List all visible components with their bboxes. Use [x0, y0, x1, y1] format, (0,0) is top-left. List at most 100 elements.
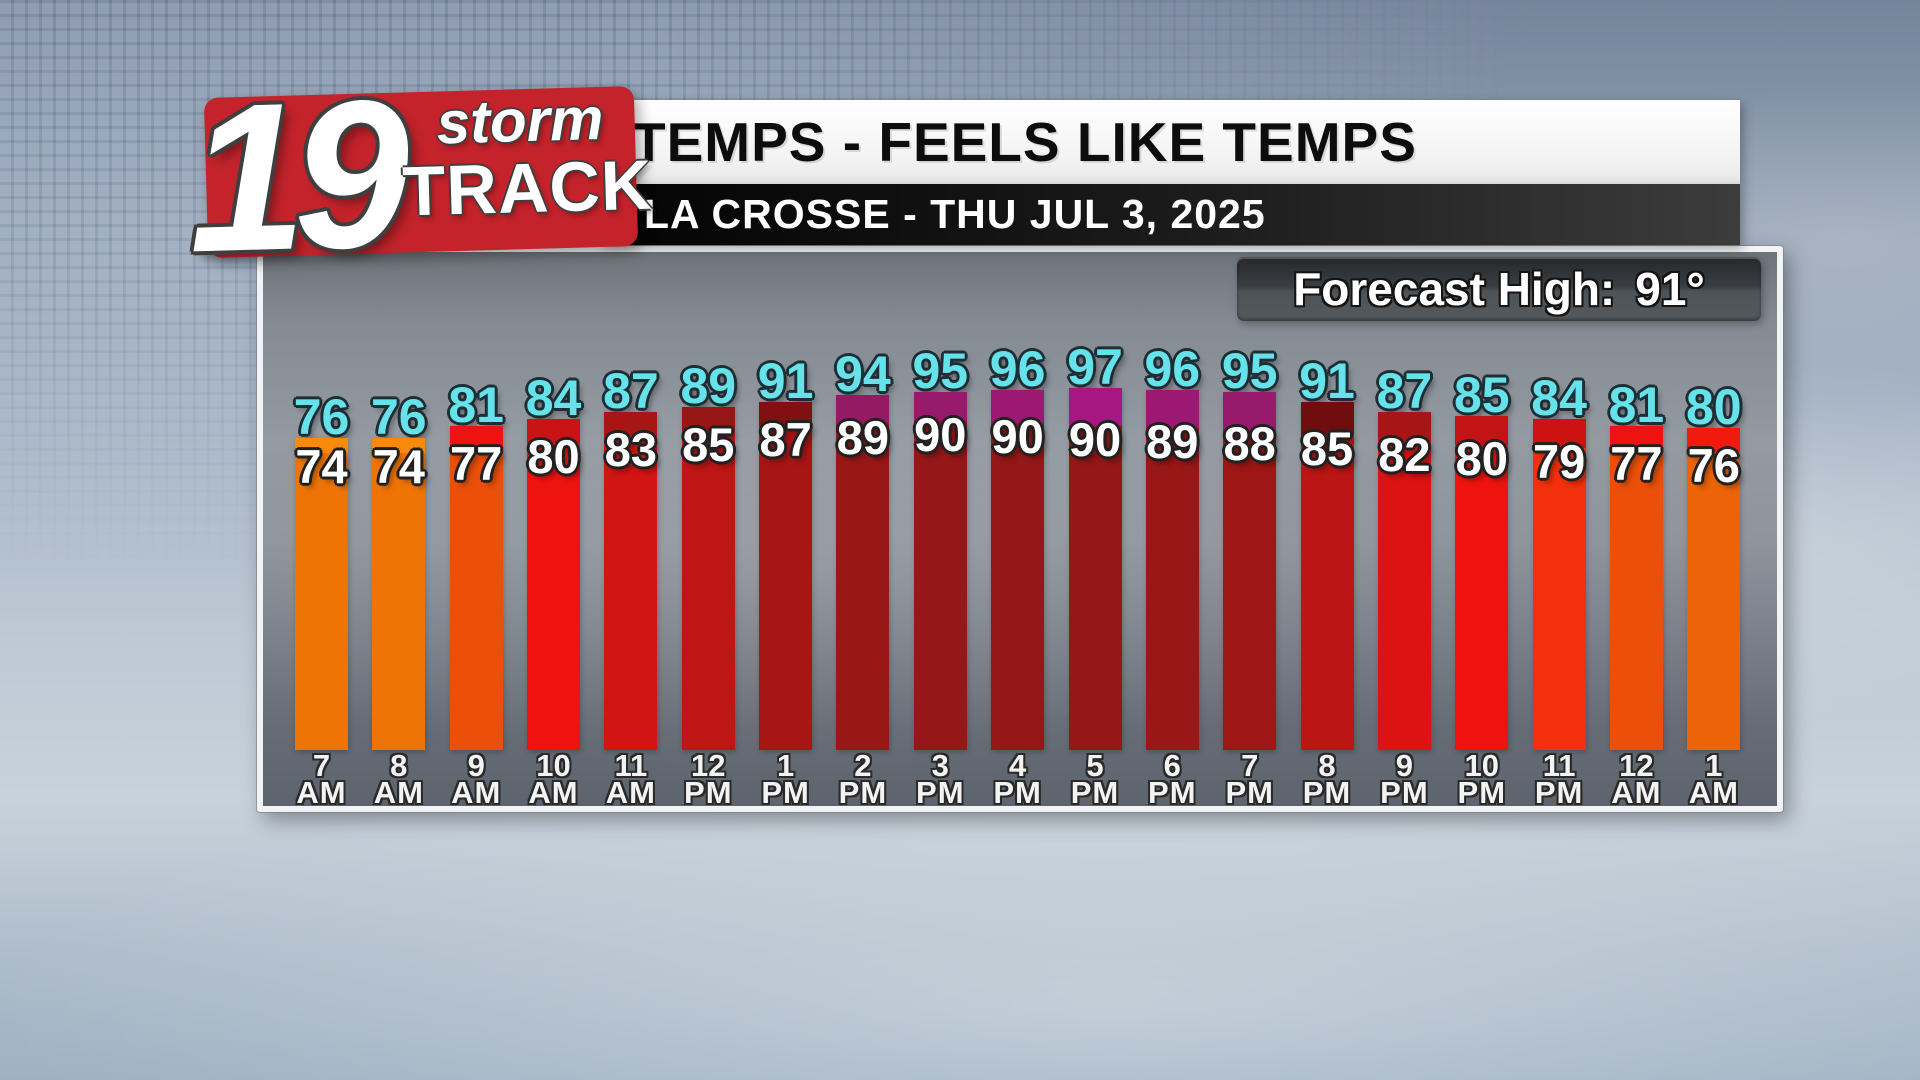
- hour-label: 4 PM: [979, 748, 1056, 808]
- hour-label: 1 PM: [747, 748, 824, 810]
- hour-label: 8 PM: [1289, 748, 1366, 808]
- feels-like-value: 76: [293, 389, 350, 445]
- feels-like-cap: [527, 419, 580, 443]
- feels-like-value: 91: [1299, 353, 1355, 409]
- feels-like-value: 81: [448, 377, 504, 433]
- bar-slot: 84 79: [1521, 252, 1598, 750]
- bar-slot: 87 83: [592, 252, 669, 750]
- feels-like-cap: [1609, 426, 1663, 450]
- bar-slot: 95 88: [1211, 252, 1288, 750]
- feels-like-value: 87: [1376, 363, 1433, 419]
- temp-bar: [1300, 402, 1354, 750]
- hour-meridiem: AM: [528, 775, 579, 810]
- hour-label: 10 AM: [515, 750, 592, 810]
- temp-value: 87: [759, 413, 812, 466]
- bar-slot: 97 90: [1057, 252, 1134, 750]
- title-bar: TEMPS - FEELS LIKE TEMPS: [580, 100, 1740, 184]
- feels-like-value: 89: [680, 358, 737, 414]
- hour-number: 8: [1318, 748, 1336, 783]
- hour-number: 11: [614, 748, 648, 783]
- hour-label: 9 PM: [1366, 748, 1443, 810]
- feels-like-value: 80: [1685, 379, 1742, 435]
- hour-meridiem: PM: [1380, 775, 1429, 810]
- hour-number: 10: [1464, 748, 1500, 783]
- bar-slot: 95 90: [902, 252, 979, 750]
- hour-meridiem: AM: [605, 775, 656, 810]
- hour-meridiem: PM: [1070, 775, 1120, 810]
- feels-like-cap: [372, 438, 426, 453]
- feels-like-value: 97: [1067, 339, 1123, 395]
- feels-like-value: 91: [757, 353, 814, 409]
- hour-number: 4: [1008, 748, 1027, 783]
- hour-meridiem: PM: [838, 775, 888, 810]
- chart-panel: Forecast High: 91° 76 74 76 74 81 77 84 80 87 83 8…: [257, 246, 1783, 812]
- hour-number: 9: [1395, 748, 1414, 783]
- hour-number: 7: [1241, 748, 1259, 783]
- temp-value: 90: [1068, 413, 1122, 466]
- bar-slot: 80 76: [1675, 252, 1752, 750]
- hour-meridiem: PM: [761, 775, 810, 810]
- bar-slot: 84 80: [515, 252, 592, 750]
- bar-slot: 91 85: [1289, 252, 1366, 750]
- chart-area: Forecast High: 91° 76 74 76 74 81 77 84 80 87 83 8…: [263, 252, 1777, 810]
- hour-label: 11 PM: [1521, 750, 1598, 810]
- bar-slot: 76 74: [360, 252, 437, 750]
- temp-bar: [1687, 428, 1741, 750]
- feels-like-value: 96: [1144, 341, 1201, 397]
- bar-slot: 81 77: [438, 252, 515, 750]
- hour-label: 9 AM: [438, 748, 515, 810]
- temp-value: 74: [295, 440, 348, 493]
- temp-bar: [372, 438, 426, 750]
- feels-like-value: 85: [1453, 367, 1510, 423]
- temp-bar: [1377, 412, 1431, 750]
- temp-value: 74: [372, 440, 425, 493]
- hour-number: 7: [312, 748, 331, 783]
- temp-bar: [295, 438, 348, 750]
- hour-meridiem: PM: [1534, 775, 1584, 810]
- hour-number: 8: [390, 748, 408, 783]
- temp-value: 77: [1610, 437, 1663, 490]
- feels-like-cap: [1532, 419, 1586, 448]
- forecast-high-banner: Forecast High: 91°: [1237, 257, 1761, 321]
- temp-value: 80: [527, 430, 580, 483]
- feels-like-cap: [1687, 428, 1741, 452]
- temp-bar: [1223, 392, 1277, 750]
- hour-number: 1: [776, 748, 795, 783]
- hour-meridiem: PM: [1457, 775, 1507, 810]
- forecast-high-value: 91°: [1635, 263, 1705, 315]
- feels-like-cap: [913, 392, 967, 421]
- temp-bar: [836, 395, 890, 750]
- temp-bar: [1609, 426, 1663, 750]
- temp-bar: [991, 390, 1045, 750]
- temp-bar: [759, 402, 813, 750]
- temp-value: 83: [604, 423, 658, 476]
- feels-like-cap: [759, 402, 813, 426]
- hour-meridiem: AM: [451, 775, 502, 810]
- hour-number: 9: [467, 748, 485, 783]
- temp-bar: [681, 407, 735, 750]
- hour-meridiem: PM: [1225, 775, 1274, 810]
- feels-like-value: 84: [1531, 370, 1587, 426]
- temp-value: 80: [1455, 432, 1508, 485]
- hour-label: 1 AM: [1675, 750, 1752, 810]
- logo-channel-number: 19: [184, 55, 401, 297]
- hour-label: 8 AM: [360, 748, 437, 808]
- bar-slot: 85 80: [1443, 252, 1520, 750]
- temp-bar: [1068, 388, 1122, 750]
- feels-like-value: 96: [989, 341, 1046, 397]
- hour-meridiem: AM: [1688, 775, 1739, 810]
- hour-label: 12 PM: [670, 750, 747, 808]
- chart-bars: 76 74 76 74 81 77 84 80 87 83 89 85 91 87 94 89 95 90 96 90…: [263, 252, 1777, 750]
- temp-bar: [527, 419, 580, 750]
- feels-like-cap: [604, 412, 658, 436]
- feels-like-value: 94: [835, 346, 891, 402]
- feels-like-value: 81: [1608, 377, 1665, 433]
- subtitle-bar: LA CROSSE - THU JUL 3, 2025: [600, 184, 1740, 245]
- logo-storm-text: storm: [435, 84, 605, 157]
- temp-value: 85: [682, 418, 735, 471]
- feels-like-cap: [681, 407, 735, 431]
- hour-label: 12 AM: [1598, 750, 1675, 808]
- feels-like-cap: [1145, 390, 1199, 428]
- hour-meridiem: PM: [1148, 775, 1197, 810]
- feels-like-value: 84: [525, 370, 582, 426]
